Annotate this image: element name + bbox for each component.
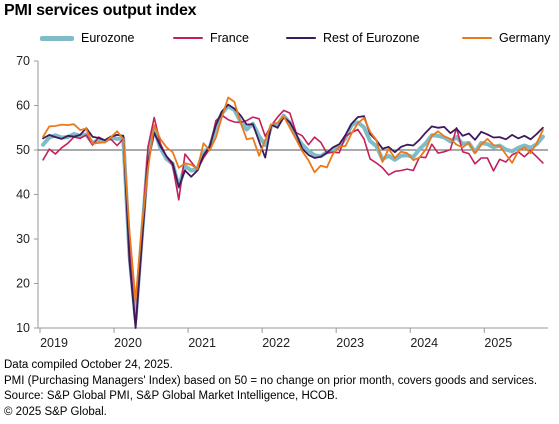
- y-tick-label-70: 70: [16, 54, 30, 68]
- note-source: Source: S&P Global PMI, S&P Global Marke…: [4, 390, 338, 402]
- legend-label-rest-of-eurozone: Rest of Eurozone: [323, 31, 420, 45]
- chart-notes: Data compiled October 24, 2025. PMI (Pur…: [4, 358, 537, 420]
- series-line-eurozone: [41, 104, 545, 322]
- legend-swatch-rest-of-eurozone: [286, 37, 316, 39]
- y-tick-label-30: 30: [16, 232, 30, 246]
- legend-label-eurozone: Eurozone: [81, 31, 135, 45]
- legend-label-germany: Germany: [499, 31, 551, 45]
- chart-title: PMI services output index: [4, 2, 197, 19]
- x-tick-label-2021: 2021: [188, 336, 216, 350]
- note-compiled: Data compiled October 24, 2025.: [4, 359, 173, 371]
- legend-entry-eurozone: Eurozone: [40, 31, 135, 45]
- x-tick-label-2024: 2024: [410, 336, 438, 350]
- chart-legend: Eurozone France Rest of Eurozone Germany: [0, 31, 559, 49]
- legend-label-france: France: [210, 31, 249, 45]
- x-tick-label-2022: 2022: [262, 336, 290, 350]
- x-tick-label-2023: 2023: [336, 336, 364, 350]
- x-tick-label-2019: 2019: [40, 336, 68, 350]
- y-tick-label-10: 10: [16, 321, 30, 335]
- y-tick-label-60: 60: [16, 99, 30, 113]
- note-pmi-definition: PMI (Purchasing Managers' Index) based o…: [4, 374, 538, 387]
- legend-swatch-germany: [462, 37, 492, 39]
- x-tick-label-2020: 2020: [114, 336, 142, 350]
- note-copyright: © 2025 S&P Global.: [4, 405, 107, 418]
- legend-swatch-france: [173, 37, 203, 39]
- legend-entry-france: France: [173, 31, 249, 45]
- x-tick-label-2025: 2025: [484, 336, 512, 350]
- y-tick-label-40: 40: [16, 188, 30, 202]
- legend-entry-rest-of-eurozone: Rest of Eurozone: [286, 31, 420, 45]
- y-tick-label-50: 50: [16, 143, 30, 157]
- legend-entry-germany: Germany: [462, 31, 550, 45]
- series-line-germany: [42, 96, 544, 302]
- legend-swatch-eurozone: [40, 35, 74, 41]
- y-tick-label-20: 20: [16, 277, 30, 291]
